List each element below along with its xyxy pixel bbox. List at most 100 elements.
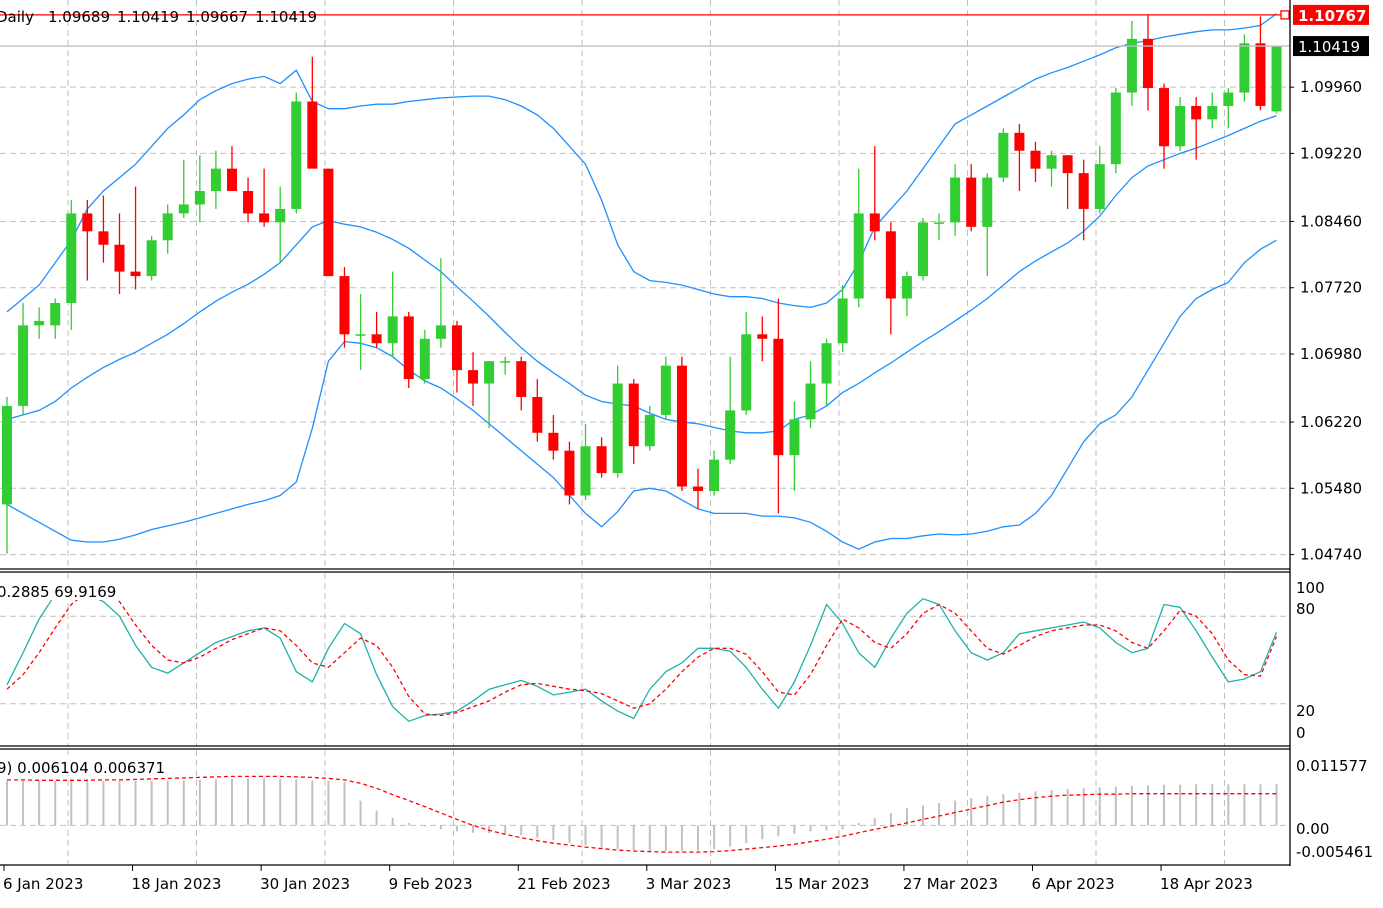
candle[interactable] [950, 164, 961, 236]
candle[interactable] [500, 356, 511, 375]
candle[interactable] [18, 302, 29, 415]
candle[interactable] [644, 405, 655, 451]
candle[interactable] [1142, 14, 1153, 111]
candle-body [1271, 46, 1282, 112]
candle[interactable] [50, 298, 61, 339]
candle[interactable] [1046, 150, 1057, 187]
candle[interactable] [451, 320, 462, 393]
candle[interactable] [82, 199, 93, 281]
candle[interactable] [837, 285, 848, 353]
candle[interactable] [628, 379, 639, 465]
price-tick-label: 1.04740 [1300, 546, 1362, 564]
candle-body [484, 361, 495, 384]
candle[interactable] [419, 329, 430, 384]
candle[interactable] [564, 441, 575, 505]
candle[interactable] [387, 271, 398, 357]
candle[interactable] [435, 258, 446, 348]
candle[interactable] [901, 271, 912, 317]
candle[interactable] [869, 146, 880, 241]
candle[interactable] [885, 222, 896, 335]
candle[interactable] [1110, 88, 1121, 174]
candle[interactable] [355, 294, 366, 371]
price-tick-label: 1.05480 [1300, 479, 1362, 497]
candle-body [885, 231, 896, 299]
candle[interactable] [516, 356, 527, 411]
candle[interactable] [1159, 83, 1170, 169]
candle-body [387, 316, 398, 344]
candle[interactable] [676, 356, 687, 491]
candle[interactable] [805, 361, 816, 429]
candle[interactable] [210, 150, 221, 209]
candle[interactable] [612, 365, 623, 478]
candle[interactable] [1126, 20, 1137, 106]
candle[interactable] [1207, 92, 1218, 129]
candle-body [1239, 43, 1250, 93]
candle[interactable] [259, 168, 270, 227]
candle[interactable] [789, 401, 800, 491]
candle[interactable] [548, 414, 559, 460]
candle[interactable] [821, 338, 832, 406]
candle[interactable] [484, 361, 495, 429]
candle[interactable] [98, 195, 109, 263]
candle[interactable] [725, 356, 736, 465]
candle[interactable] [162, 204, 173, 254]
candle[interactable] [1191, 97, 1202, 160]
candle[interactable] [934, 213, 945, 241]
candle[interactable] [226, 146, 237, 192]
candle[interactable] [596, 437, 607, 478]
price-tick-label: 1.09220 [1300, 144, 1362, 162]
candle[interactable] [709, 450, 720, 496]
candle[interactable] [1062, 155, 1073, 209]
candle[interactable] [243, 177, 254, 223]
time-tick-label: 6 Apr 2023 [1031, 875, 1114, 893]
badge-label: 1.10767 [1298, 7, 1366, 25]
candle[interactable] [339, 267, 350, 348]
candle[interactable] [1078, 159, 1089, 241]
candle-body [243, 191, 254, 214]
candle[interactable] [982, 173, 993, 277]
candle[interactable] [291, 92, 302, 214]
price-panel[interactable] [0, 10, 1290, 554]
candle[interactable] [275, 186, 286, 263]
candle[interactable] [403, 311, 414, 389]
candle[interactable] [1239, 34, 1250, 102]
candle[interactable] [532, 379, 543, 442]
candle[interactable] [1175, 97, 1186, 151]
candle[interactable] [371, 311, 382, 348]
candle[interactable] [741, 311, 752, 415]
candle[interactable] [323, 168, 334, 277]
candle[interactable] [917, 217, 928, 281]
horizontal-line-handle[interactable] [1280, 10, 1290, 20]
candle[interactable] [757, 316, 768, 362]
candle[interactable] [307, 56, 318, 169]
stochastic-tick-label: 80 [1296, 600, 1315, 618]
stochastic-signal-line [6, 590, 1278, 717]
candle[interactable] [146, 235, 157, 281]
candle[interactable] [1271, 46, 1282, 114]
candle[interactable] [1255, 16, 1266, 111]
stochastic-panel[interactable] [6, 590, 1278, 723]
candle[interactable] [178, 159, 189, 218]
macd-panel[interactable] [6, 775, 1278, 853]
candle[interactable] [194, 155, 205, 223]
candle[interactable] [1223, 88, 1234, 129]
candle[interactable] [130, 186, 141, 290]
candle[interactable] [468, 352, 479, 406]
candle[interactable] [853, 168, 864, 308]
candle[interactable] [693, 468, 704, 509]
candle-body [805, 383, 816, 420]
candle[interactable] [773, 298, 784, 514]
candle-body [1223, 92, 1234, 106]
candle[interactable] [2, 396, 12, 554]
candle[interactable] [66, 199, 77, 330]
candle[interactable] [114, 213, 125, 295]
candle[interactable] [966, 164, 977, 232]
candle[interactable] [1030, 141, 1041, 183]
candle[interactable] [34, 307, 45, 339]
candle[interactable] [998, 128, 1009, 183]
candle[interactable] [1014, 123, 1025, 192]
candle[interactable] [660, 356, 671, 420]
candle[interactable] [1094, 146, 1105, 214]
candle[interactable] [580, 423, 591, 500]
